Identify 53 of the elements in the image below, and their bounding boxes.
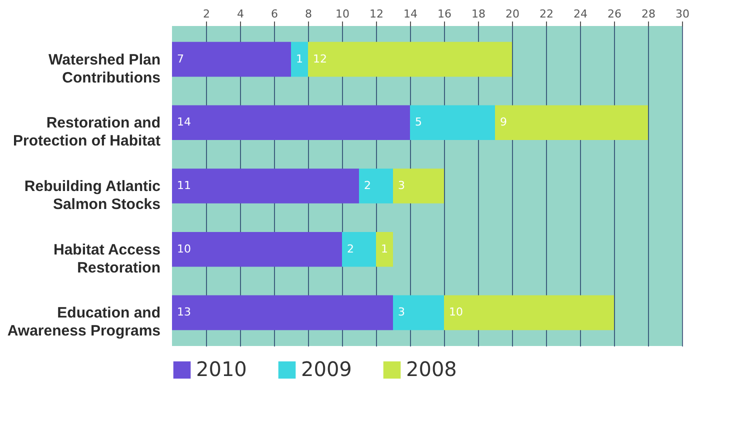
bar [172,42,291,77]
data-label: 3 [398,179,405,192]
bar [172,105,410,140]
x-tick-label: 16 [438,8,452,20]
data-label: 3 [398,306,405,319]
x-tick-label: 18 [472,8,486,20]
bar [359,168,393,204]
legend-label: 2009 [301,357,352,381]
y-tick-label: Education and Awareness Programs [7,304,160,340]
x-tick-label: 20 [506,8,520,20]
y-tick-label: Watershed Plan Contributions [48,51,160,86]
x-tick-label: 28 [642,8,656,20]
y-tick-label: Restoration and Protection of Habitat [12,114,160,150]
data-label: 2 [347,242,354,256]
data-label: 1 [381,242,388,256]
legend-label: 2010 [196,357,247,381]
y-tick-label: Habitat Access Restoration [54,241,160,276]
x-tick-label: 12 [370,8,384,20]
bar [342,232,376,267]
bar [444,295,614,330]
data-label: 7 [177,52,184,66]
x-tick-label: 2 [203,8,210,20]
x-tick-label: 8 [305,8,312,20]
x-tick-label: 30 [676,8,690,20]
bar [172,232,342,267]
x-tick-label: 10 [336,8,350,20]
bar [410,105,495,140]
data-label: 11 [177,179,191,192]
data-label: 9 [500,116,507,129]
bar [393,295,444,330]
y-tick-label: Rebuilding Atlantic Salmon Stocks [24,178,160,213]
x-tick-label: 4 [237,8,244,20]
bar [376,232,393,267]
legend-label: 2008 [406,357,457,381]
x-tick-label: 14 [404,8,418,20]
bar [495,105,648,140]
bar [172,168,359,204]
data-label: 10 [177,242,191,256]
data-label: 14 [177,116,191,129]
data-label: 10 [449,306,463,319]
data-label: 1 [296,52,303,66]
bar [291,42,308,77]
bar [308,42,512,77]
x-tick-label: 22 [540,8,554,20]
data-label: 2 [364,179,371,192]
x-tick-label: 24 [574,8,588,20]
data-label: 13 [177,306,191,319]
x-tick-label: 26 [608,8,622,20]
bar [172,295,393,330]
data-label: 5 [415,116,422,129]
x-tick-label: 6 [271,8,278,20]
bar [393,168,444,204]
data-label: 12 [313,52,327,66]
